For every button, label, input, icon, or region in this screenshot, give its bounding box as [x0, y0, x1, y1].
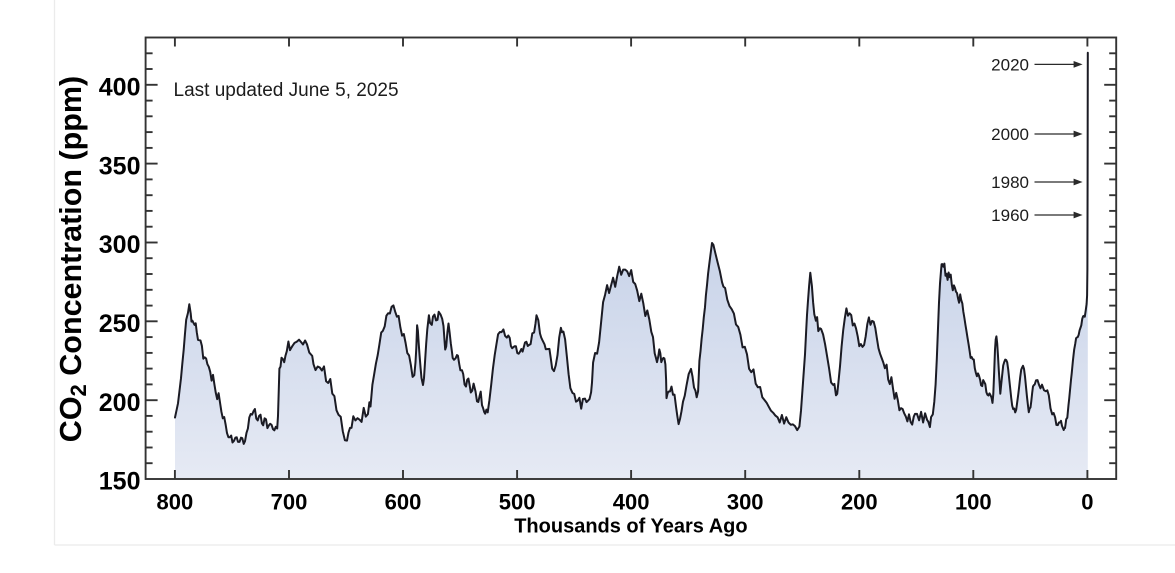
svg-text:1960: 1960: [991, 206, 1029, 225]
svg-text:100: 100: [955, 490, 992, 515]
svg-text:300: 300: [727, 490, 764, 515]
svg-text:Thousands of Years Ago: Thousands of Years Ago: [514, 516, 747, 538]
svg-text:250: 250: [99, 310, 141, 338]
svg-text:500: 500: [499, 490, 536, 515]
svg-text:800: 800: [157, 490, 194, 515]
svg-text:350: 350: [99, 152, 141, 180]
svg-text:Last updated June 5, 2025: Last updated June 5, 2025: [174, 80, 399, 101]
svg-text:2000: 2000: [991, 125, 1029, 144]
svg-text:700: 700: [271, 490, 308, 515]
svg-text:300: 300: [99, 231, 141, 259]
svg-text:2020: 2020: [991, 56, 1029, 75]
svg-text:200: 200: [99, 389, 141, 417]
svg-text:1980: 1980: [991, 173, 1029, 192]
svg-text:150: 150: [99, 468, 141, 496]
svg-text:200: 200: [841, 490, 878, 515]
svg-text:400: 400: [613, 490, 650, 515]
svg-text:CO2 Concentration (ppm): CO2 Concentration (ppm): [54, 76, 91, 442]
svg-text:600: 600: [385, 490, 422, 515]
svg-text:0: 0: [1081, 490, 1093, 515]
svg-text:400: 400: [99, 74, 141, 102]
